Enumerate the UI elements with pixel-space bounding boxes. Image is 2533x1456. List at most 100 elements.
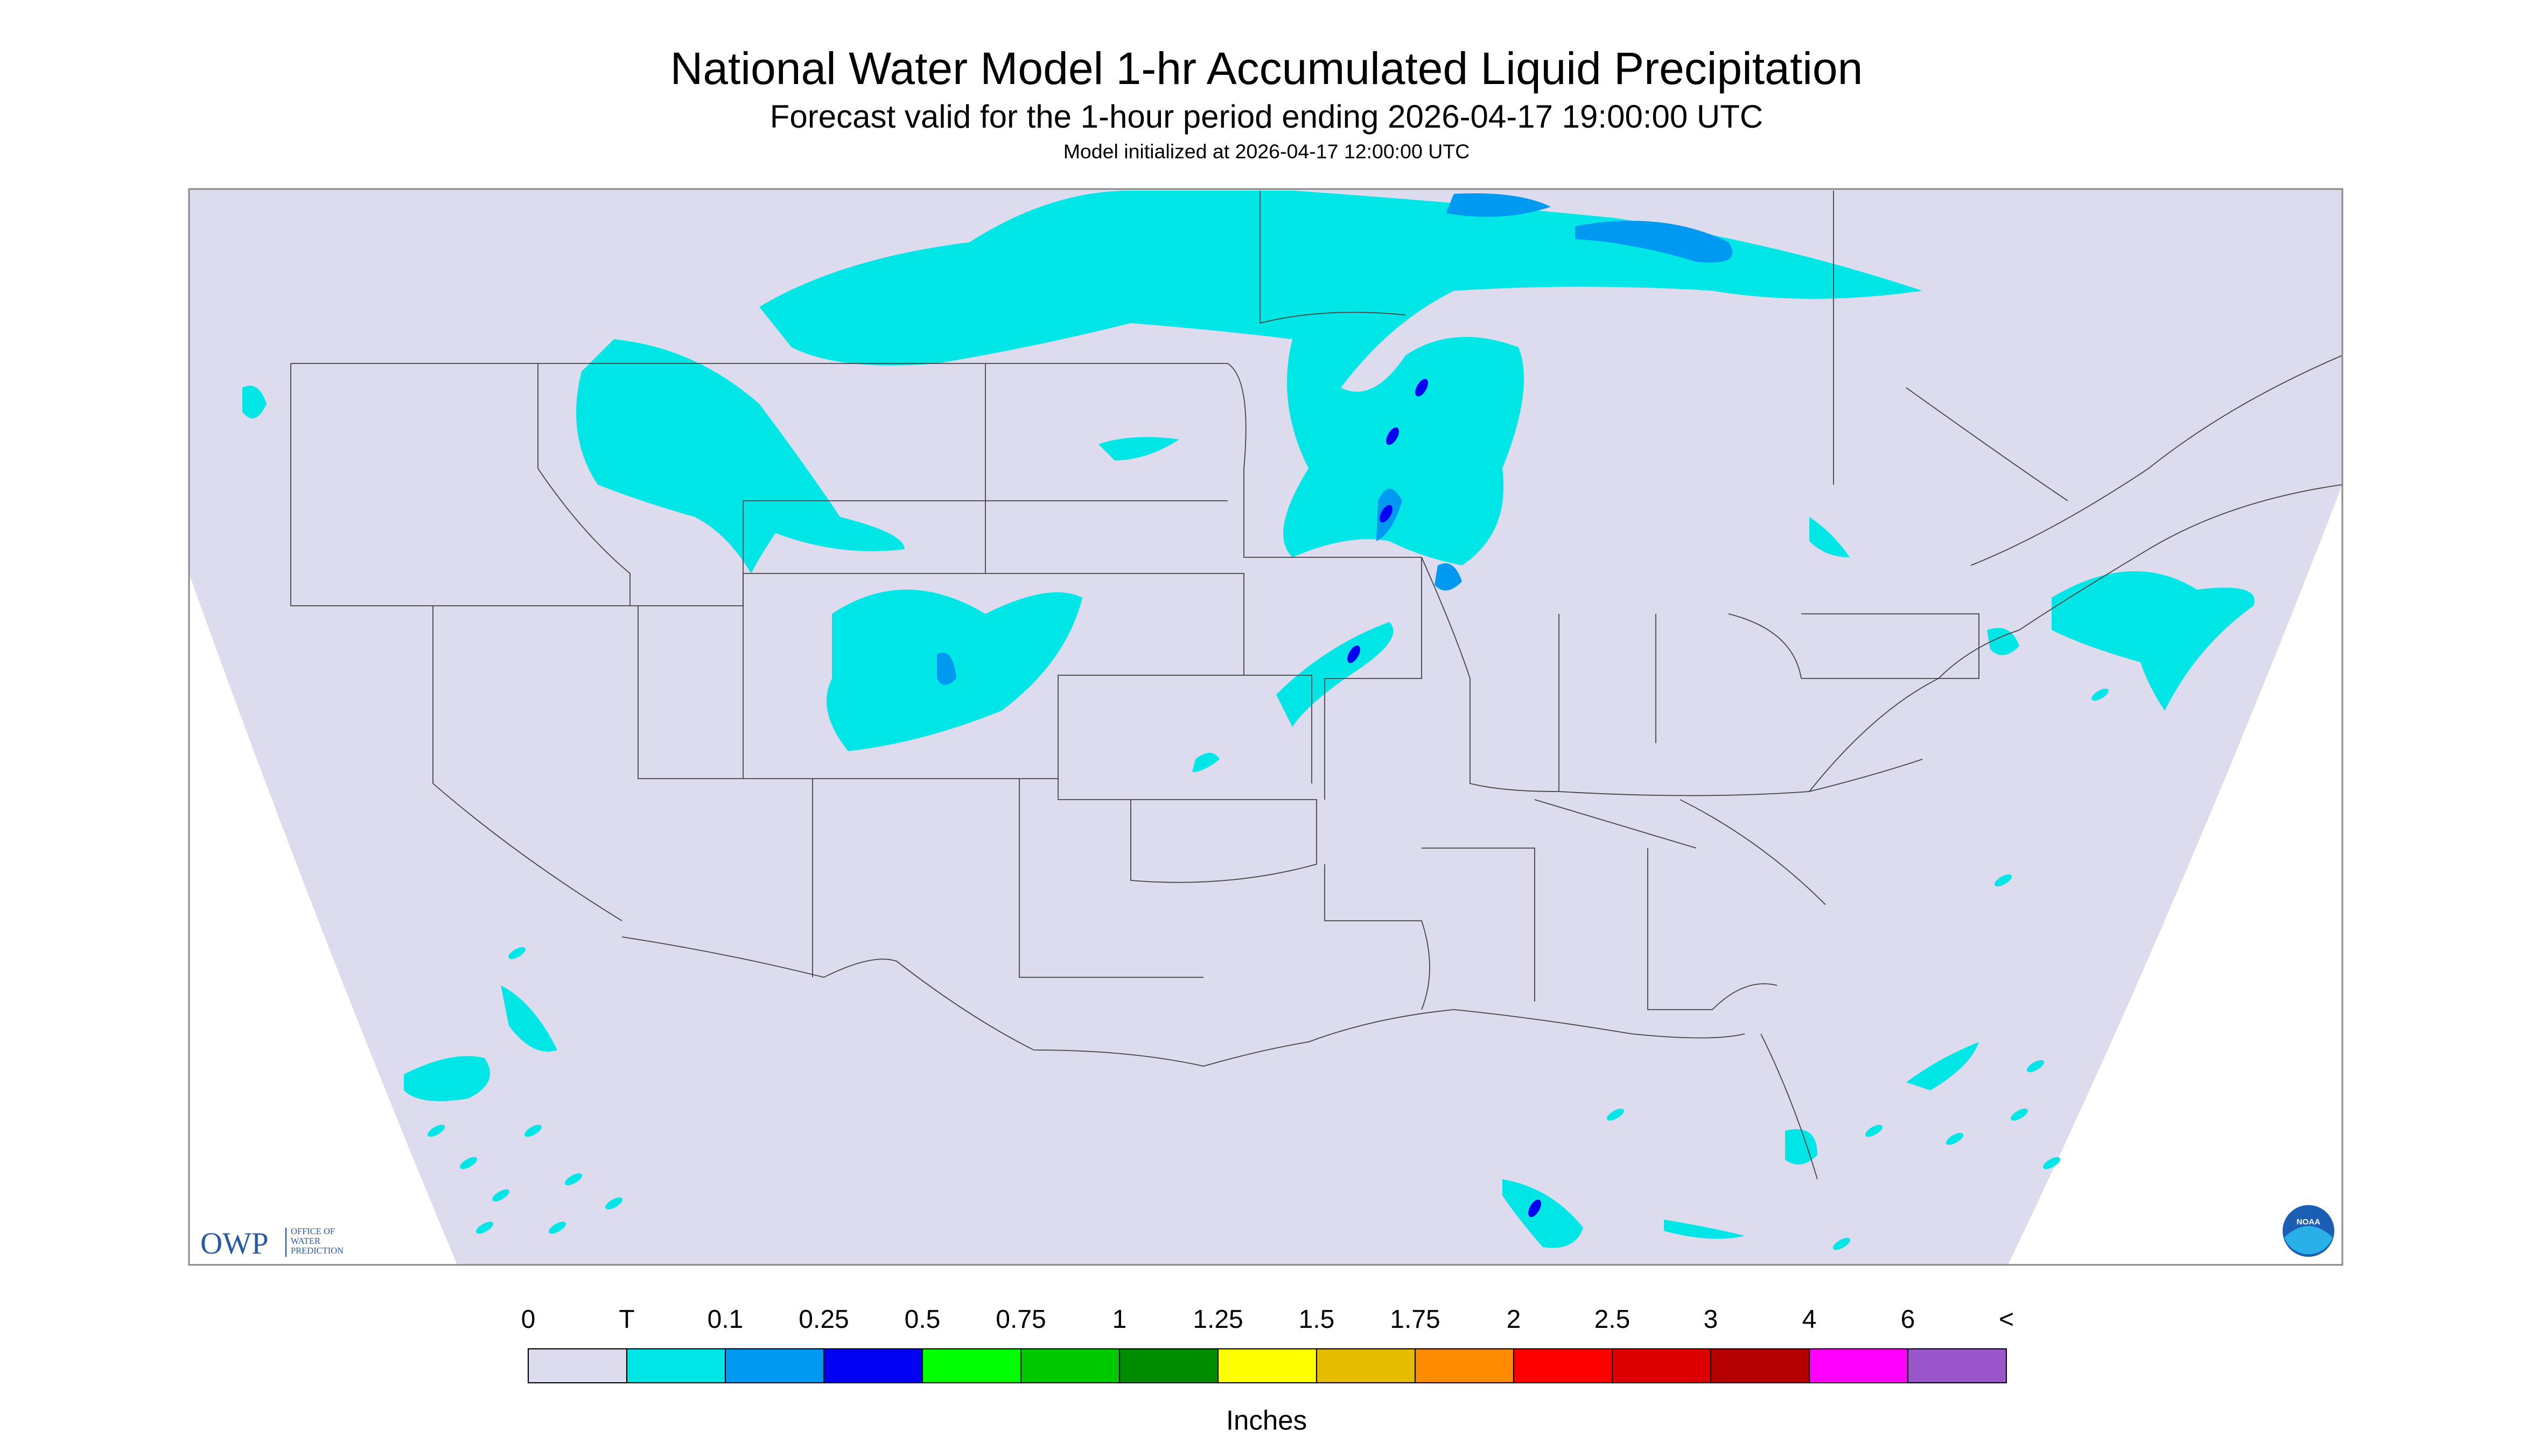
colorbar-box: [921, 1348, 1022, 1384]
precip-area: [501, 985, 557, 1052]
colorbar-box: [1020, 1348, 1121, 1384]
precip-speck: [1832, 1237, 1851, 1250]
colorbar-box: [1217, 1348, 1318, 1384]
precip-speck: [475, 1221, 494, 1234]
colorbar-label: T: [619, 1305, 634, 1334]
boundary-line: [638, 573, 1244, 779]
colorbar-label: 1.5: [1299, 1305, 1335, 1334]
boundary-line: [1558, 613, 1802, 792]
owp-line: PREDICTION: [291, 1245, 344, 1256]
colorbar-label: 0.1: [708, 1305, 744, 1334]
colorbar-unit: Inches: [1226, 1405, 1307, 1436]
colorbar-label: 0.75: [996, 1305, 1046, 1334]
colorbar-label: <: [1999, 1305, 2014, 1334]
precip-speck: [2026, 1060, 2045, 1073]
precip-speck: [895, 656, 914, 669]
colorbar-box: [1316, 1348, 1416, 1384]
boundary-line: [743, 363, 986, 779]
precip-speck: [492, 1189, 510, 1202]
boundary-line: [1422, 848, 1778, 1010]
colorbar-box: [823, 1348, 923, 1384]
precip-speck: [1606, 1108, 1625, 1121]
precip-heavier: [1446, 193, 1551, 217]
colorbar-box: [527, 1348, 628, 1384]
boundary-line: [432, 606, 622, 921]
precip-area: [1664, 1220, 1745, 1239]
colorbar-label: 6: [1901, 1305, 1915, 1334]
precip-speck: [1865, 1124, 1883, 1137]
model-domain: [189, 189, 2342, 1265]
boundary-line: [1906, 355, 2343, 566]
colorbar-label: 1.75: [1390, 1305, 1440, 1334]
precip-area: [576, 339, 905, 574]
precip-speck: [524, 1124, 542, 1137]
colorbar-label: 0.25: [799, 1305, 849, 1334]
precip-core: [1347, 645, 1360, 663]
precip-speck: [1994, 874, 2012, 887]
colorbar-box: [1118, 1348, 1219, 1384]
colorbar-label: 4: [1802, 1305, 1817, 1334]
borders-layer: [290, 191, 2343, 1180]
colorbar-box: [1808, 1348, 1909, 1384]
precip-layer: [242, 191, 2255, 1250]
boundary-line: [1809, 484, 2343, 792]
colorbar-label: 3: [1704, 1305, 1718, 1334]
precip-area: [759, 191, 1922, 566]
owp-line: OFFICE OF: [291, 1226, 335, 1236]
colorbar-label: 1.25: [1193, 1305, 1243, 1334]
boundary-line: [812, 779, 1203, 978]
noaa-text: NOAA: [2297, 1217, 2320, 1227]
colorbar: 0 T 0.1 0.25 0.5 0.75 1 1.25 1.5 1.75 2 2.5 3 4 6 <: [521, 1305, 2014, 1384]
precip-speck: [2042, 1157, 2061, 1170]
init-time: Model initialized at 2026-04-17 12:00:00…: [1063, 140, 1470, 163]
precip-speck: [508, 947, 526, 960]
map-frame: [188, 188, 2343, 1266]
precip-speck: [427, 1124, 445, 1137]
colorbar-box: [1611, 1348, 1712, 1384]
colorbar-box: [1710, 1348, 1810, 1384]
boundary-line: [621, 936, 1745, 1067]
boundary-line: [1243, 468, 1422, 800]
boundary-line: [1534, 799, 1697, 849]
boundary-line: [1244, 675, 1312, 784]
boundary-line: [1324, 864, 1430, 1010]
colorbar-box: [626, 1348, 726, 1384]
boundary-line: [1760, 1033, 1818, 1180]
precip-speck: [960, 688, 978, 701]
colorbar-label: 2.5: [1594, 1305, 1631, 1334]
precip-speck: [2091, 688, 2109, 701]
precip-core: [1415, 379, 1428, 397]
boundary-line: [1259, 191, 1834, 485]
precip-heavier: [1575, 221, 1733, 263]
precip-area: [1785, 1129, 1817, 1165]
precip-area: [1192, 753, 1220, 773]
precip-area: [1987, 628, 2019, 655]
precip-speck: [459, 1157, 478, 1170]
precip-core: [1386, 427, 1399, 445]
precip-core: [1380, 505, 1393, 523]
precip-area: [1809, 517, 1850, 558]
precip-area: [1906, 1042, 1979, 1091]
precip-heavier: [937, 653, 956, 685]
boundary-line: [537, 363, 631, 606]
colorbar-box: [724, 1348, 825, 1384]
boundary-line: [1801, 613, 1979, 679]
colorbar-label: 2: [1507, 1305, 1521, 1334]
precip-speck: [2010, 1108, 2028, 1121]
noaa-wave: [2284, 1226, 2333, 1255]
colorbar-box: [1414, 1348, 1515, 1384]
precip-area: [404, 1056, 490, 1102]
colorbar-box: [1513, 1348, 1613, 1384]
boundary-line: [290, 363, 1228, 606]
precip-heavier: [1435, 563, 1462, 591]
owp-line: WATER: [291, 1236, 320, 1246]
precip-area: [1276, 622, 1394, 727]
boundary-line: [291, 363, 1247, 469]
precip-core: [1528, 1199, 1541, 1217]
boundary-line: [1680, 799, 1826, 905]
precip-speck: [564, 1173, 583, 1186]
colorbar-box: [1907, 1348, 2007, 1384]
boundary-line: [1421, 557, 1923, 796]
